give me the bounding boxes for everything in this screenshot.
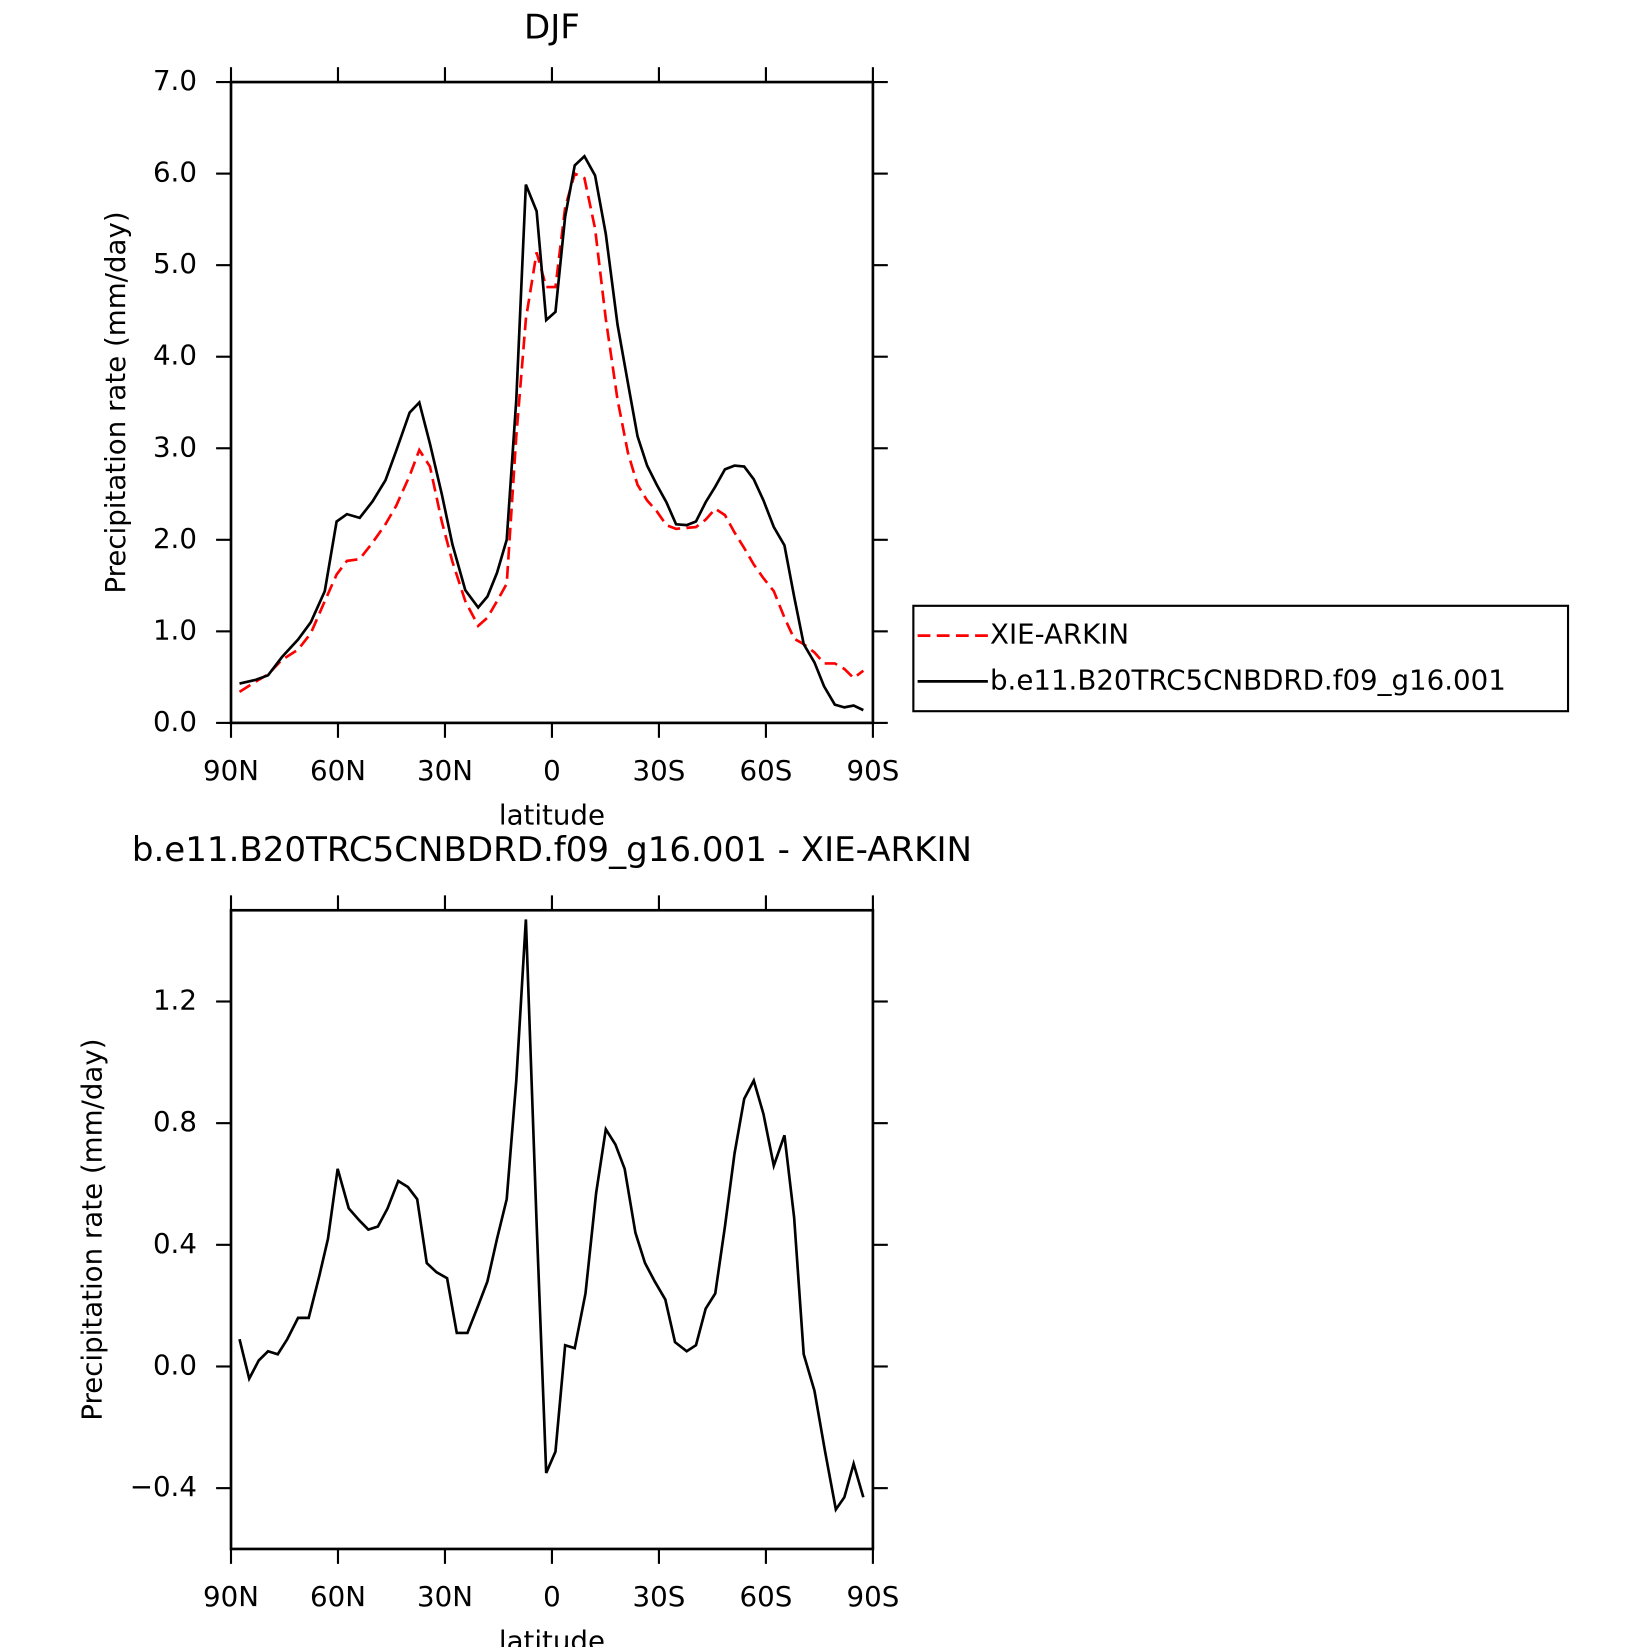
x-tick-label: 0 (543, 1580, 561, 1613)
plot-frame (229, 80, 875, 725)
y-tick-label: 1.2 (153, 984, 197, 1017)
y-tick-label: 4.0 (153, 339, 197, 372)
x-axis-label: latitude (499, 799, 605, 832)
y-axis-label: Precipitation rate (mm/day) (76, 1038, 109, 1420)
y-axis-label: Precipitation rate (mm/day) (99, 211, 132, 593)
legend-box (912, 604, 1570, 713)
data-line (238, 171, 865, 693)
legend-label: b.e11.B20TRC5CNBDRD.f09_g16.001 (990, 663, 1506, 696)
x-tick-label: 90S (847, 754, 900, 787)
x-tick-label: 30S (633, 754, 686, 787)
x-tick-label: 30N (417, 754, 473, 787)
legend-label: XIE-ARKIN (990, 618, 1129, 651)
y-tick-label: −0.4 (130, 1470, 197, 1503)
x-tick-label: 90N (203, 1580, 259, 1613)
y-tick-label: 7.0 (153, 64, 197, 97)
x-tick-label: 60N (310, 1580, 366, 1613)
data-line (239, 154, 864, 712)
x-tick-label: 60N (310, 754, 366, 787)
y-tick-label: 6.0 (153, 156, 197, 189)
chart-title: DJF (524, 7, 580, 47)
x-tick-label: 90N (203, 754, 259, 787)
y-tick-label: 1.0 (153, 613, 197, 646)
y-tick-label: 0.0 (153, 1348, 197, 1381)
x-tick-label: 30S (633, 1580, 686, 1613)
x-axis-label: latitude (499, 1625, 605, 1647)
y-tick-label: 2.0 (153, 522, 197, 555)
chart-title: b.e11.B20TRC5CNBDRD.f09_g16.001 - XIE-AR… (132, 830, 972, 870)
x-tick-label: 0 (543, 754, 561, 787)
x-tick-label: 90S (847, 1580, 900, 1613)
plot-frame (229, 908, 875, 1551)
y-tick-label: 0.4 (153, 1227, 197, 1260)
y-tick-label: 5.0 (153, 247, 197, 280)
y-tick-label: 0.8 (153, 1105, 197, 1138)
y-tick-label: 0.0 (153, 705, 197, 738)
data-line (238, 919, 865, 1513)
y-tick-label: 3.0 (153, 430, 197, 463)
x-tick-label: 30N (417, 1580, 473, 1613)
x-tick-label: 60S (740, 754, 793, 787)
x-tick-label: 60S (740, 1580, 793, 1613)
